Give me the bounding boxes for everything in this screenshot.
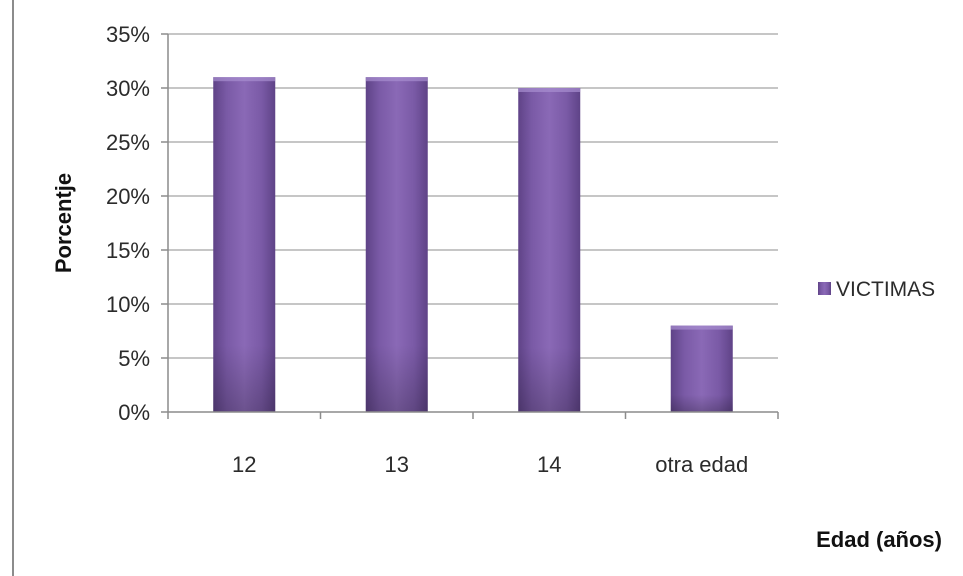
bar-shade — [670, 325, 733, 412]
y-tick-label: 30% — [106, 76, 150, 101]
bar-top-highlight — [365, 77, 428, 82]
x-tick-label: 14 — [537, 452, 561, 477]
y-tick-label: 20% — [106, 184, 150, 209]
y-tick-label: 25% — [106, 130, 150, 155]
x-axis-title: Edad (años) — [816, 527, 942, 552]
bars — [213, 77, 733, 412]
bar-shade — [213, 77, 276, 412]
x-tick-label: 12 — [232, 452, 256, 477]
bar-shade — [365, 77, 428, 412]
bar-shade — [518, 88, 581, 412]
legend-swatch — [818, 282, 831, 295]
y-axis-title: Porcentje — [51, 173, 76, 273]
bar-top-highlight — [670, 325, 733, 330]
legend-label: VICTIMAS — [836, 278, 935, 301]
bar — [518, 88, 581, 412]
y-tick-label: 5% — [118, 346, 150, 371]
bar — [670, 325, 733, 412]
x-tick-label: 13 — [385, 452, 409, 477]
y-tick-label: 0% — [118, 400, 150, 425]
y-tick-label: 35% — [106, 22, 150, 47]
y-axis-ticks: 0% 5% 10% 15% 20% 25% 30% 35% — [106, 22, 168, 425]
bar-top-highlight — [213, 77, 276, 82]
y-tick-label: 10% — [106, 292, 150, 317]
x-tick-label: otra edad — [655, 452, 748, 477]
bar — [213, 77, 276, 412]
legend: VICTIMAS — [818, 278, 935, 301]
x-axis-ticks: 12 13 14 otra edad — [167, 412, 779, 477]
y-tick-label: 15% — [106, 238, 150, 263]
bar — [365, 77, 428, 412]
bar-top-highlight — [518, 88, 581, 92]
page-left-border — [12, 0, 14, 576]
